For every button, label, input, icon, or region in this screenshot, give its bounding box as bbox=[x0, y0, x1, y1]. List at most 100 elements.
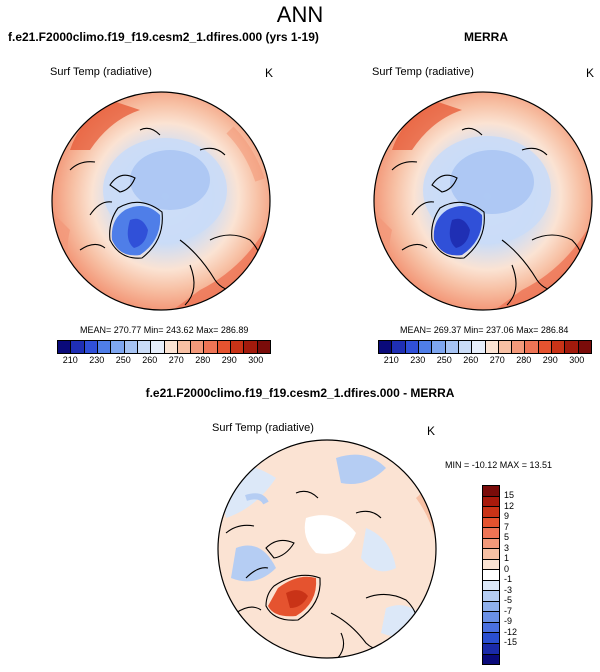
obs-units-label: K bbox=[586, 66, 595, 80]
model-colorbar-tick-label: 300 bbox=[248, 355, 264, 365]
diff-colorbar-tick-label: 3 bbox=[504, 542, 510, 553]
model-stats: MEAN= 270.77 Min= 243.62 Max= 286.89 bbox=[80, 325, 249, 335]
obs-colorbar-tick-label: 290 bbox=[542, 355, 558, 365]
model-colorbar-tick-label: 210 bbox=[62, 355, 78, 365]
obs-colorbar-tick-label: 270 bbox=[489, 355, 505, 365]
diff-colorbar-tick-label: 7 bbox=[504, 521, 510, 532]
obs-colorbar-tick-label: 260 bbox=[463, 355, 479, 365]
diff-colorbar-tick-label: 1 bbox=[504, 553, 510, 564]
obs-colorbar-swatch bbox=[405, 341, 419, 353]
diff-colorbar-tick-label: 5 bbox=[504, 532, 510, 543]
diff-colorbar-swatch bbox=[483, 538, 499, 550]
diff-colorbar-tick-label: -3 bbox=[504, 584, 513, 595]
model-variable-label: Surf Temp (radiative) bbox=[50, 66, 152, 78]
diff-colorbar-swatch bbox=[483, 622, 499, 634]
obs-colorbar-swatch bbox=[552, 341, 566, 353]
diff-colorbar-swatch bbox=[483, 601, 499, 613]
diff-polar-map bbox=[217, 439, 437, 659]
diff-colorbar-swatch bbox=[483, 654, 499, 665]
model-polar-map bbox=[51, 91, 271, 311]
obs-colorbar-swatch bbox=[525, 341, 539, 353]
obs-colorbar-tick-label: 250 bbox=[436, 355, 452, 365]
diff-colorbar-tick-label: -5 bbox=[504, 595, 513, 606]
diff-colorbar-swatch bbox=[483, 517, 499, 529]
obs-colorbar-swatch bbox=[538, 341, 553, 353]
diff-panel-title: f.e21.F2000climo.f19_f19.cesm2_1.dfires.… bbox=[145, 386, 455, 400]
obs-stats: MEAN= 269.37 Min= 237.06 Max= 286.84 bbox=[400, 325, 569, 335]
model-colorbar-ticks: 210 230 250 260 270 280 290 300 bbox=[57, 355, 269, 367]
model-colorbar-swatch bbox=[71, 341, 85, 353]
model-colorbar-swatch bbox=[111, 341, 125, 353]
model-colorbar-tick-label: 260 bbox=[142, 355, 158, 365]
obs-panel-title: MERRA bbox=[464, 30, 508, 44]
model-colorbar-tick-label: 230 bbox=[89, 355, 105, 365]
model-colorbar-swatch bbox=[58, 341, 72, 353]
obs-colorbar-swatch bbox=[379, 341, 393, 353]
diff-colorbar-swatch bbox=[483, 528, 499, 539]
model-colorbar-swatch bbox=[151, 341, 165, 353]
model-units-label: K bbox=[265, 66, 274, 80]
diff-colorbar-tick-label: 15 bbox=[504, 490, 515, 501]
diff-colorbar-swatch bbox=[483, 486, 499, 497]
model-colorbar-swatch bbox=[137, 341, 152, 353]
obs-colorbar-swatch bbox=[392, 341, 406, 353]
diff-colorbar-swatch bbox=[483, 643, 499, 655]
obs-colorbar-ticks: 210 230 250 260 270 280 290 300 bbox=[378, 355, 590, 367]
page-title: ANN bbox=[276, 2, 324, 27]
obs-colorbar-swatch bbox=[445, 341, 459, 353]
diff-stats: MIN = -10.12 MAX = 13.51 bbox=[445, 460, 553, 470]
obs-colorbar-swatch bbox=[485, 341, 499, 353]
model-colorbar-tick-label: 250 bbox=[115, 355, 131, 365]
obs-colorbar-swatch bbox=[512, 341, 526, 353]
obs-colorbar-tick-label: 300 bbox=[569, 355, 585, 365]
diff-colorbar-tick-label: -9 bbox=[504, 616, 513, 627]
diff-colorbar-tick-label: 0 bbox=[504, 563, 510, 574]
model-colorbar bbox=[57, 340, 271, 354]
diff-colorbar-swatch bbox=[483, 633, 499, 644]
diff-colorbar bbox=[482, 485, 500, 665]
model-colorbar-tick-label: 280 bbox=[195, 355, 211, 365]
diff-colorbar-swatch bbox=[483, 559, 499, 571]
diff-units-label: K bbox=[427, 424, 436, 438]
obs-colorbar-tick-label: 210 bbox=[383, 355, 399, 365]
obs-colorbar bbox=[378, 340, 592, 354]
diff-colorbar-tick-label: 12 bbox=[504, 500, 515, 511]
diff-colorbar-tick-label: -15 bbox=[504, 637, 518, 648]
model-colorbar-swatch bbox=[217, 341, 232, 353]
diff-colorbar-swatch bbox=[483, 549, 499, 560]
obs-colorbar-tick-label: 280 bbox=[516, 355, 532, 365]
obs-colorbar-swatch bbox=[498, 341, 513, 353]
diff-colorbar-swatch bbox=[483, 591, 499, 602]
model-colorbar-swatch bbox=[257, 341, 270, 353]
obs-variable-label: Surf Temp (radiative) bbox=[372, 66, 474, 78]
model-colorbar-tick-label: 270 bbox=[168, 355, 184, 365]
diff-colorbar-tick-label: -12 bbox=[504, 626, 518, 637]
obs-colorbar-swatch bbox=[578, 341, 591, 353]
diff-colorbar-swatch bbox=[483, 507, 499, 518]
obs-colorbar-swatch bbox=[418, 341, 433, 353]
obs-colorbar-tick-label: 230 bbox=[410, 355, 426, 365]
model-colorbar-swatch bbox=[84, 341, 98, 353]
obs-colorbar-swatch bbox=[565, 341, 579, 353]
diff-colorbar-swatch bbox=[483, 612, 499, 623]
model-colorbar-swatch bbox=[177, 341, 192, 353]
diff-colorbar-swatch bbox=[483, 580, 499, 592]
model-colorbar-swatch bbox=[204, 341, 218, 353]
diff-colorbar-swatch bbox=[483, 496, 499, 508]
model-colorbar-tick-label: 290 bbox=[221, 355, 237, 365]
model-colorbar-swatch bbox=[124, 341, 138, 353]
model-colorbar-swatch bbox=[244, 341, 258, 353]
diff-colorbar-tick-label: -7 bbox=[504, 605, 513, 616]
diff-variable-label: Surf Temp (radiative) bbox=[212, 422, 314, 434]
model-colorbar-swatch bbox=[97, 341, 112, 353]
diff-colorbar-ticks: 15 12 9 7 5 3 1 0 -1 -3 -5 -7 -9 -12 -15 bbox=[504, 485, 534, 663]
model-colorbar-swatch bbox=[231, 341, 245, 353]
model-panel-title: f.e21.F2000climo.f19_f19.cesm2_1.dfires.… bbox=[8, 30, 319, 44]
diff-colorbar-tick-label: 9 bbox=[504, 511, 510, 522]
diff-colorbar-tick-label: -1 bbox=[504, 574, 513, 585]
model-colorbar-swatch bbox=[191, 341, 205, 353]
obs-colorbar-swatch bbox=[472, 341, 486, 353]
obs-colorbar-swatch bbox=[458, 341, 473, 353]
diff-colorbar-swatch bbox=[483, 570, 499, 581]
obs-colorbar-swatch bbox=[432, 341, 446, 353]
